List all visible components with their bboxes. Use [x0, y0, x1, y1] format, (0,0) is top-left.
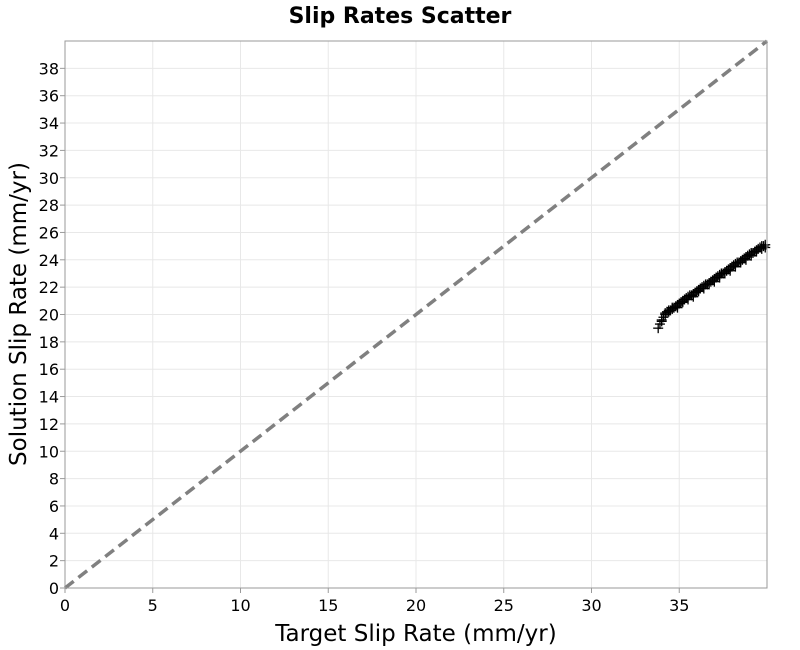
y-tick-label: 32: [39, 141, 59, 160]
y-tick-label: 2: [49, 552, 59, 571]
data-point: [760, 242, 771, 253]
x-tick-label: 10: [230, 596, 250, 615]
reference-line-layer: [63, 39, 769, 590]
y-tick-label: 4: [49, 524, 59, 543]
x-axis-label: Target Slip Rate (mm/yr): [274, 621, 556, 647]
y-tick-label: 12: [39, 415, 59, 434]
x-axis-ticks: 0 5 10 15 20 25 30 35: [60, 588, 689, 615]
y-tick-label: 20: [39, 306, 59, 325]
chart-title: Slip Rates Scatter: [289, 4, 512, 29]
x-tick-label: 15: [318, 596, 338, 615]
y-tick-label: 8: [49, 470, 59, 489]
data-point: [725, 265, 736, 276]
data-point: [735, 257, 746, 268]
data-point: [714, 272, 725, 283]
data-point: [709, 276, 720, 287]
y-tick-label: 0: [49, 579, 59, 598]
y-tick-label: 18: [39, 333, 59, 352]
y-tick-label: 34: [39, 114, 59, 133]
data-point: [653, 323, 664, 334]
y-tick-label: 36: [39, 87, 59, 106]
y-tick-label: 22: [39, 278, 59, 297]
data-point: [688, 291, 699, 302]
x-tick-label: 35: [669, 596, 689, 615]
data-point: [656, 314, 667, 325]
data-point: [683, 294, 694, 305]
data-point: [751, 246, 762, 257]
data-point: [719, 268, 730, 279]
identity-reference-line: [63, 39, 769, 590]
x-tick-label: 0: [60, 596, 70, 615]
y-tick-label: 14: [39, 388, 59, 407]
x-tick-label: 30: [581, 596, 601, 615]
y-tick-label: 10: [39, 442, 59, 461]
x-tick-label: 25: [494, 596, 514, 615]
data-point: [698, 283, 709, 294]
data-points: [653, 239, 771, 334]
y-axis-label: Solution Slip Rate (mm/yr): [6, 162, 32, 466]
data-point: [677, 297, 688, 308]
data-point: [740, 254, 751, 265]
grid-lines: [64, 41, 767, 589]
y-tick-label: 28: [39, 196, 59, 215]
data-point: [704, 279, 715, 290]
data-point: [746, 250, 757, 261]
y-tick-label: 24: [39, 251, 59, 270]
y-tick-label: 16: [39, 360, 59, 379]
y-tick-label: 30: [39, 169, 59, 188]
x-tick-label: 5: [148, 596, 158, 615]
y-tick-label: 26: [39, 223, 59, 242]
x-tick-label: 20: [406, 596, 426, 615]
data-point: [672, 302, 683, 313]
data-point: [693, 286, 704, 297]
data-point: [730, 261, 741, 272]
y-tick-label: 6: [49, 497, 59, 516]
y-tick-label: 38: [39, 59, 59, 78]
